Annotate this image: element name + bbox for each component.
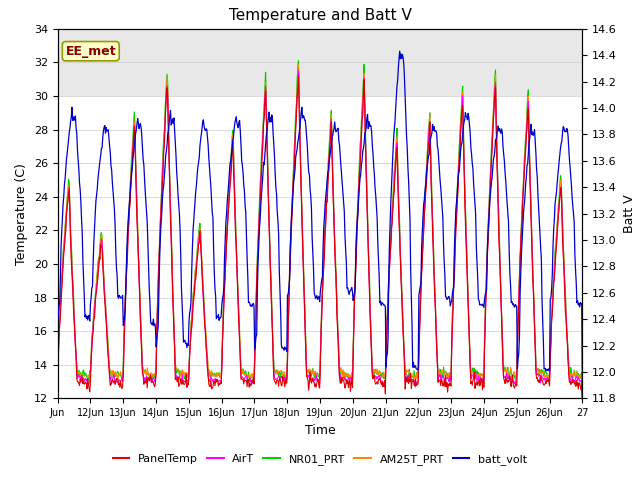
Bar — [58, 29, 582, 96]
Legend: PanelTemp, AirT, NR01_PRT, AM25T_PRT, batt_volt: PanelTemp, AirT, NR01_PRT, AM25T_PRT, ba… — [108, 450, 532, 469]
Text: EE_met: EE_met — [65, 45, 116, 58]
Title: Temperature and Batt V: Temperature and Batt V — [228, 9, 412, 24]
Y-axis label: Temperature (C): Temperature (C) — [15, 163, 28, 264]
Y-axis label: Batt V: Batt V — [623, 194, 636, 233]
X-axis label: Time: Time — [305, 424, 335, 437]
